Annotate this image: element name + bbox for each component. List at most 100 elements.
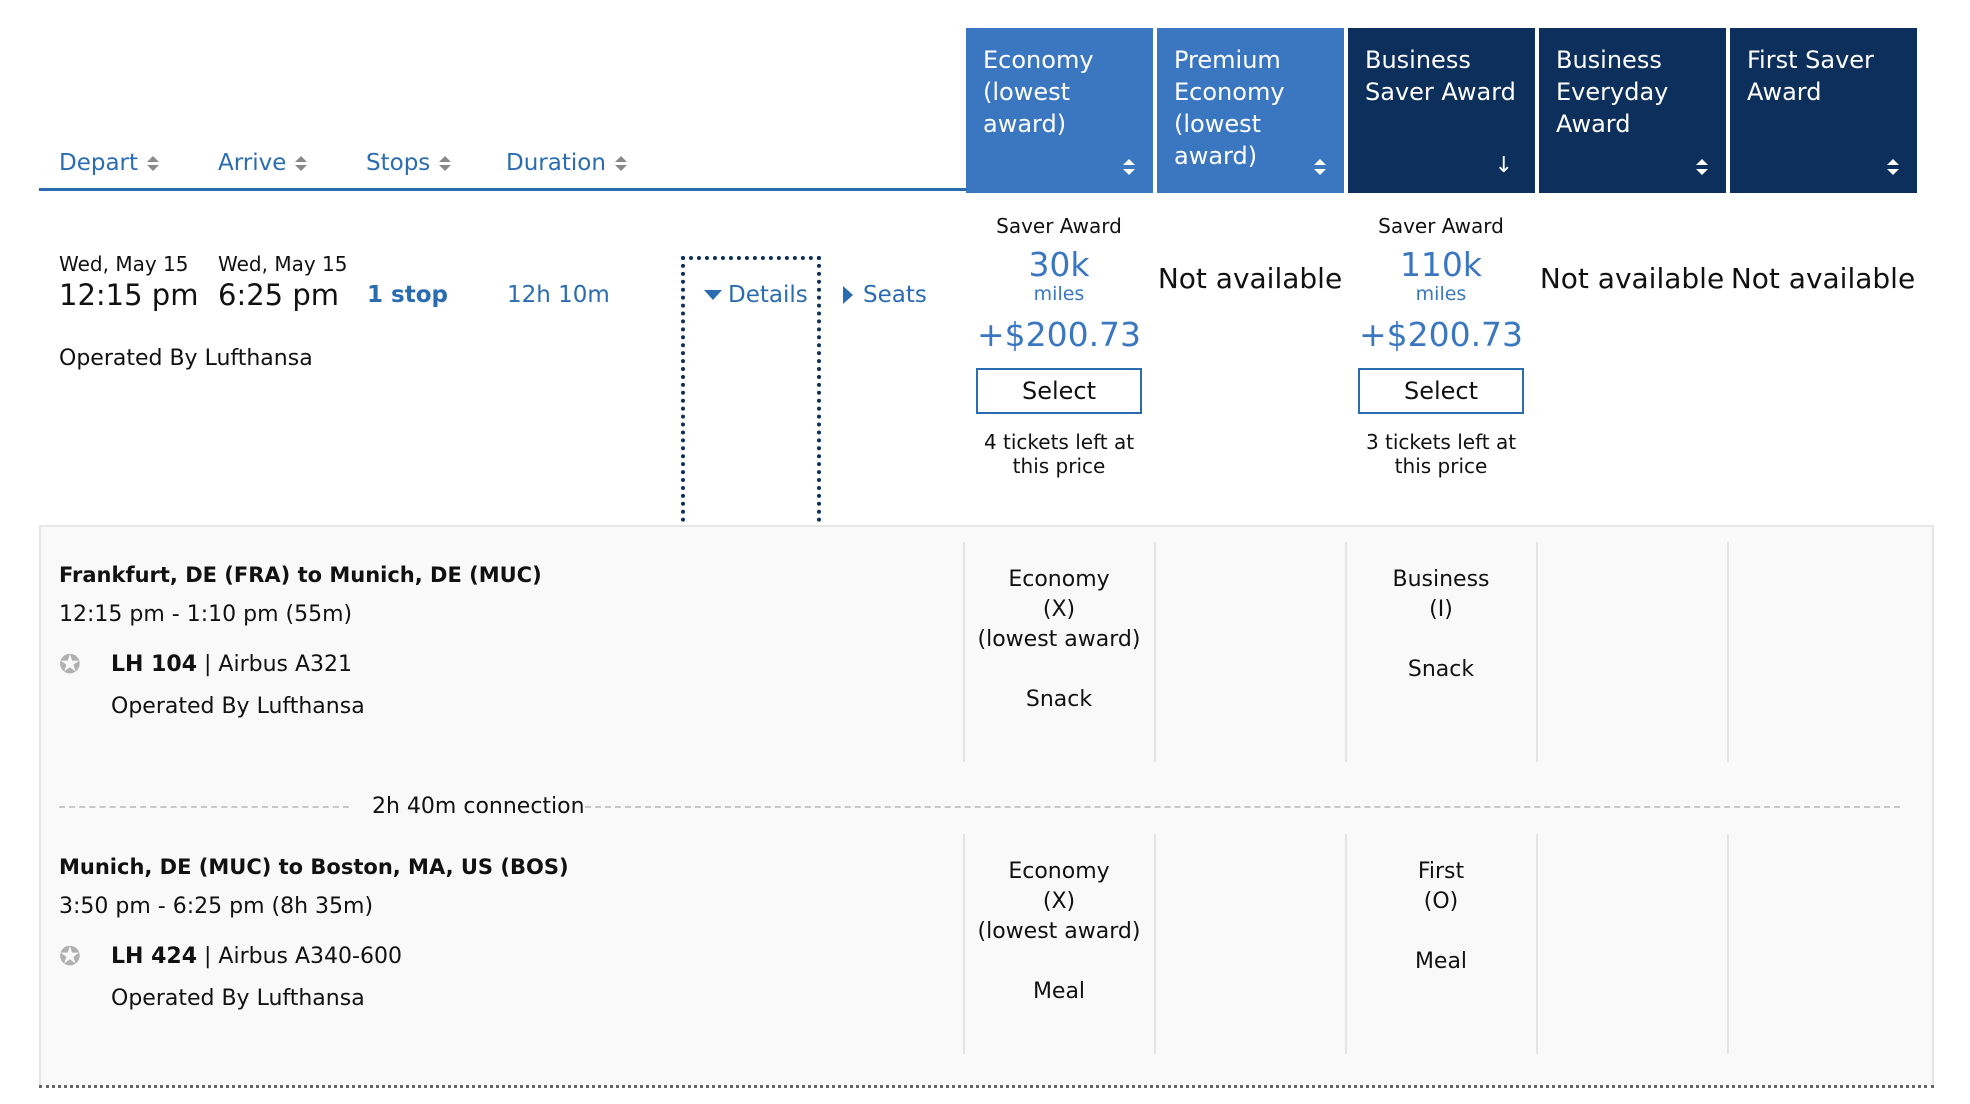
star-alliance-icon: ✪ <box>59 650 81 680</box>
column-divider <box>1345 834 1347 1054</box>
cabin-spacer <box>1346 917 1536 947</box>
column-divider <box>1727 542 1729 762</box>
aircraft: Airbus A321 <box>218 652 353 677</box>
caret-down-icon <box>704 290 722 300</box>
select-business-button[interactable]: Select <box>1358 368 1524 414</box>
flight-number: LH 104 <box>111 652 198 677</box>
segment-cabin-economy: Economy (X) (lowest award) Meal <box>964 857 1154 1007</box>
details-label: Details <box>728 282 808 308</box>
sort-depart[interactable]: Depart <box>59 150 160 176</box>
fare-miles: 30k <box>1028 245 1090 284</box>
tickets-left: 3 tickets left at this price <box>1365 430 1517 478</box>
connection-time: 2h 40m connection <box>372 794 585 819</box>
col-header-business-saver-label: Business Saver Award <box>1365 46 1516 106</box>
sort-duration-label: Duration <box>506 150 606 176</box>
fare-unit: miles <box>1033 283 1085 305</box>
column-divider <box>1154 542 1156 762</box>
cabin-meal: Snack <box>1025 687 1093 712</box>
col-header-business-everyday-label: Business Everyday Award <box>1556 46 1669 138</box>
column-divider <box>963 542 965 762</box>
sort-stops[interactable]: Stops <box>366 150 452 176</box>
cabin-spacer <box>964 947 1154 977</box>
segment-times: 3:50 pm - 6:25 pm (8h 35m) <box>59 894 374 919</box>
connection-divider <box>585 806 1900 808</box>
details-toggle[interactable]: Details <box>704 282 808 308</box>
segment-cabin-economy: Economy (X) (lowest award) Snack <box>964 565 1154 715</box>
cabin-note: (lowest award) <box>977 919 1141 944</box>
col-header-first-saver[interactable]: First Saver Award <box>1730 28 1917 193</box>
duration: 12h 10m <box>507 282 610 308</box>
flight-number: LH 424 <box>111 944 198 969</box>
cabin-code: (I) <box>1429 597 1453 622</box>
sort-arrive[interactable]: Arrive <box>218 150 308 176</box>
connection-divider <box>59 806 349 808</box>
segment-route: Frankfurt, DE (FRA) to Munich, DE (MUC) <box>59 563 542 587</box>
sort-arrows-icon <box>1123 159 1135 175</box>
sort-arrows-icon <box>147 155 160 171</box>
segment-cabin-business: Business (I) Snack <box>1346 565 1536 685</box>
stops-link[interactable]: 1 stop <box>367 282 448 308</box>
sort-stops-label: Stops <box>366 150 431 176</box>
depart-date: Wed, May 15 <box>59 252 189 276</box>
cabin-code: (O) <box>1423 889 1459 914</box>
col-header-first-saver-label: First Saver Award <box>1747 46 1874 106</box>
fare-business-everyday-na: Not available <box>1539 262 1725 295</box>
segment-operated-by: Operated By Lufthansa <box>111 694 365 719</box>
seats-label: Seats <box>863 282 927 308</box>
cabin-spacer <box>964 655 1154 685</box>
separator: | <box>197 944 219 969</box>
star-alliance-icon: ✪ <box>59 942 81 972</box>
panel-bottom-divider <box>39 1085 1934 1088</box>
fare-business-saver: Saver Award 110k miles +$200.73 Select 3… <box>1346 214 1536 478</box>
fare-label: Saver Award <box>1378 214 1504 238</box>
column-divider <box>1727 834 1729 1054</box>
sort-duration[interactable]: Duration <box>506 150 627 176</box>
column-divider <box>1154 834 1156 1054</box>
column-divider <box>1536 542 1538 762</box>
sort-arrows-icon <box>1314 159 1326 175</box>
operated-by: Operated By Lufthansa <box>59 346 313 371</box>
col-header-economy[interactable]: Economy (lowest award) <box>966 28 1153 193</box>
details-focus-outline <box>681 256 821 522</box>
sort-arrive-label: Arrive <box>218 150 287 176</box>
cabin-name: First <box>1417 859 1465 884</box>
fare-premium-economy-na: Not available <box>1157 262 1343 295</box>
fare-first-saver-na: Not available <box>1730 262 1916 295</box>
col-header-premium-economy[interactable]: Premium Economy (lowest award) <box>1157 28 1344 193</box>
column-divider <box>1345 542 1347 762</box>
cabin-spacer <box>1346 625 1536 655</box>
fare-tax: +$200.73 <box>1358 315 1524 354</box>
sort-arrows-icon <box>1696 159 1708 175</box>
cabin-code: (X) <box>1042 597 1076 622</box>
fare-label: Saver Award <box>996 214 1122 238</box>
col-header-economy-label: Economy (lowest award) <box>983 46 1094 138</box>
depart-time: 12:15 pm <box>59 278 199 312</box>
col-header-premium-economy-label: Premium Economy (lowest award) <box>1174 46 1285 170</box>
sort-arrows-icon <box>439 155 452 171</box>
caret-right-icon <box>843 286 853 304</box>
segment-flight: LH 104 | Airbus A321 <box>111 652 352 677</box>
col-header-business-everyday[interactable]: Business Everyday Award <box>1539 28 1726 193</box>
cabin-note: (lowest award) <box>977 627 1141 652</box>
tickets-left: 4 tickets left at this price <box>983 430 1135 478</box>
seats-toggle[interactable]: Seats <box>843 282 927 308</box>
fare-economy: Saver Award 30k miles +$200.73 Select 4 … <box>964 214 1154 478</box>
segment-times: 12:15 pm - 1:10 pm (55m) <box>59 602 353 627</box>
cabin-name: Economy <box>1008 567 1110 592</box>
segment-cabin-first: First (O) Meal <box>1346 857 1536 977</box>
arrive-time: 6:25 pm <box>218 278 339 312</box>
column-divider <box>963 834 965 1054</box>
select-economy-button[interactable]: Select <box>976 368 1142 414</box>
cabin-name: Business <box>1392 567 1490 592</box>
segment-operated-by: Operated By Lufthansa <box>111 986 365 1011</box>
sort-depart-label: Depart <box>59 150 139 176</box>
column-divider <box>1536 834 1538 1054</box>
col-header-business-saver[interactable]: Business Saver Award ↓ <box>1348 28 1535 193</box>
cabin-meal: Snack <box>1407 657 1475 682</box>
sort-arrows-icon <box>1887 159 1899 175</box>
cabin-code: (X) <box>1042 889 1076 914</box>
cabin-meal: Meal <box>1032 979 1086 1004</box>
aircraft: Airbus A340-600 <box>218 944 402 969</box>
arrive-date: Wed, May 15 <box>218 252 348 276</box>
fare-miles: 110k <box>1399 245 1483 284</box>
